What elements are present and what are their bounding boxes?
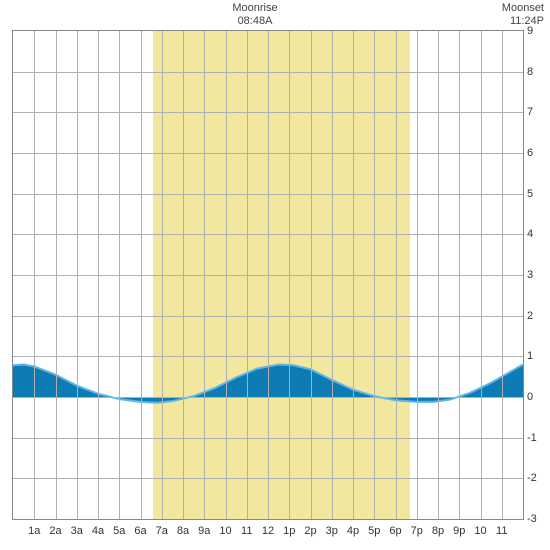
grid-line-v (481, 31, 482, 519)
x-tick-label: 7p (411, 525, 423, 537)
x-tick-label: 5p (368, 525, 380, 537)
y-tick-label: 3 (527, 269, 543, 281)
tide-chart: Moonrise 08:48A Moonset 11:24P -3-2-1012… (0, 0, 550, 550)
y-tick-label: 7 (527, 106, 543, 118)
grid-line-v (56, 31, 57, 519)
grid-line-v (353, 31, 354, 519)
y-tick-label: 9 (527, 25, 543, 37)
grid-line-v (459, 31, 460, 519)
x-tick-label: 8p (432, 525, 444, 537)
grid-line-v (226, 31, 227, 519)
y-tick-label: 1 (527, 350, 543, 362)
x-tick-label: 4p (347, 525, 359, 537)
x-tick-label: 3a (71, 525, 83, 537)
y-tick-label: -1 (527, 432, 543, 444)
x-tick-label: 11 (241, 525, 252, 537)
grid-line-v (141, 31, 142, 519)
x-tick-label: 9p (453, 525, 465, 537)
grid-line-v (119, 31, 120, 519)
grid-line-v (98, 31, 99, 519)
y-tick-label: 4 (527, 228, 543, 240)
x-tick-label: 4a (92, 525, 104, 537)
y-tick-label: 2 (527, 310, 543, 322)
x-tick-label: 7a (156, 525, 168, 537)
x-tick-label: 10 (219, 525, 231, 537)
x-tick-label: 11 (496, 525, 507, 537)
moonrise-header: Moonrise 08:48A (215, 2, 295, 28)
moonrise-label: Moonrise (215, 2, 295, 15)
grid-line-v (502, 31, 503, 519)
x-tick-label: 8a (177, 525, 189, 537)
grid-line-v (268, 31, 269, 519)
x-tick-label: 1p (283, 525, 295, 537)
y-tick-label: -3 (527, 513, 543, 525)
y-tick-label: 8 (527, 66, 543, 78)
x-tick-label: 10 (474, 525, 486, 537)
grid-line-v (77, 31, 78, 519)
x-tick-label: 1a (28, 525, 40, 537)
grid-line-v (374, 31, 375, 519)
x-tick-label: 2p (304, 525, 316, 537)
y-tick-label: 6 (527, 147, 543, 159)
x-tick-label: 5a (113, 525, 125, 537)
grid-line-v (289, 31, 290, 519)
y-tick-label: 0 (527, 391, 543, 403)
grid-line-v (311, 31, 312, 519)
grid-line-v (204, 31, 205, 519)
moonrise-time: 08:48A (215, 15, 295, 28)
x-tick-label: 6a (134, 525, 146, 537)
grid-line-v (183, 31, 184, 519)
grid-line-v (247, 31, 248, 519)
x-tick-label: 3p (326, 525, 338, 537)
grid-line-v (417, 31, 418, 519)
grid-line-v (396, 31, 397, 519)
grid-line-v (332, 31, 333, 519)
grid-line-v (34, 31, 35, 519)
plot-area: -3-2-101234567891a2a3a4a5a6a7a8a9a101112… (12, 30, 524, 520)
y-tick-label: -2 (527, 472, 543, 484)
x-tick-label: 12 (262, 525, 274, 537)
y-tick-label: 5 (527, 188, 543, 200)
x-tick-label: 6p (389, 525, 401, 537)
moonset-label: Moonset (484, 2, 544, 15)
grid-line-v (162, 31, 163, 519)
x-tick-label: 2a (49, 525, 61, 537)
grid-line-v (438, 31, 439, 519)
x-tick-label: 9a (198, 525, 210, 537)
